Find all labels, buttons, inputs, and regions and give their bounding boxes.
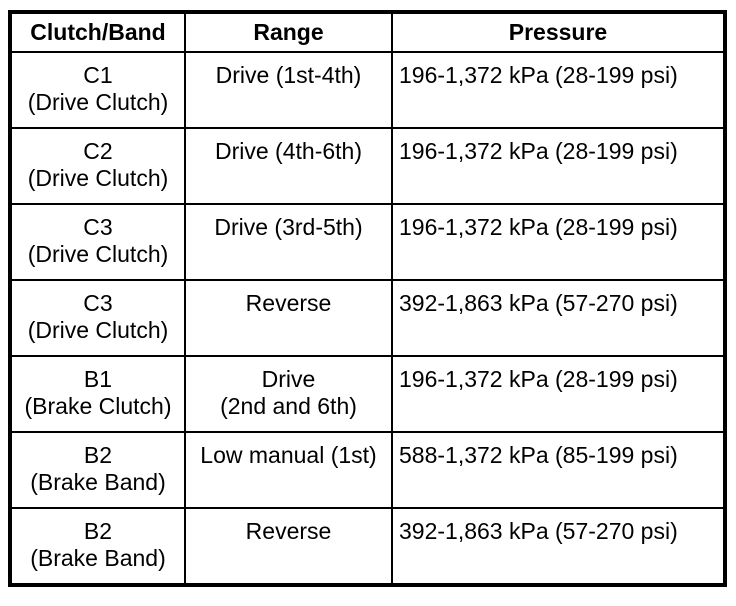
table-row: B2 (Brake Band) Reverse 392-1,863 kPa (5… xyxy=(9,507,726,586)
clutch-cell: B1 (Brake Clutch) xyxy=(9,355,186,433)
column-header-clutch-band: Clutch/Band xyxy=(9,11,186,53)
pressure-cell: 392-1,863 kPa (57-270 psi) xyxy=(391,279,726,357)
clutch-cell: C2 (Drive Clutch) xyxy=(9,127,186,205)
clutch-cell: C3 (Drive Clutch) xyxy=(9,279,186,357)
pressure-cell: 196-1,372 kPa (28-199 psi) xyxy=(391,355,726,433)
table-row: C2 (Drive Clutch) Drive (4th-6th) 196-1,… xyxy=(9,127,726,205)
table-row: B1 (Brake Clutch) Drive (2nd and 6th) 19… xyxy=(9,355,726,433)
range-cell: Drive (3rd-5th) xyxy=(184,203,393,281)
table-row: C1 (Drive Clutch) Drive (1st-4th) 196-1,… xyxy=(9,51,726,129)
range-cell: Drive (1st-4th) xyxy=(184,51,393,129)
range-cell: Low manual (1st) xyxy=(184,431,393,509)
clutch-cell: B2 (Brake Band) xyxy=(9,507,186,586)
range-cell: Reverse xyxy=(184,507,393,586)
table-header-row: Clutch/Band Range Pressure xyxy=(9,11,726,53)
clutch-cell: B2 (Brake Band) xyxy=(9,431,186,509)
range-cell: Drive (2nd and 6th) xyxy=(184,355,393,433)
table-row: C3 (Drive Clutch) Reverse 392-1,863 kPa … xyxy=(9,279,726,357)
range-cell: Drive (4th-6th) xyxy=(184,127,393,205)
clutch-cell: C3 (Drive Clutch) xyxy=(9,203,186,281)
pressure-cell: 588-1,372 kPa (85-199 psi) xyxy=(391,431,726,509)
clutch-pressure-spec-table: Clutch/Band Range Pressure C1 (Drive Clu… xyxy=(8,10,727,587)
pressure-cell: 196-1,372 kPa (28-199 psi) xyxy=(391,203,726,281)
table-row: B2 (Brake Band) Low manual (1st) 588-1,3… xyxy=(9,431,726,509)
clutch-cell: C1 (Drive Clutch) xyxy=(9,51,186,129)
column-header-range: Range xyxy=(184,11,393,53)
column-header-pressure: Pressure xyxy=(391,11,726,53)
pressure-cell: 196-1,372 kPa (28-199 psi) xyxy=(391,51,726,129)
table-row: C3 (Drive Clutch) Drive (3rd-5th) 196-1,… xyxy=(9,203,726,281)
pressure-cell: 196-1,372 kPa (28-199 psi) xyxy=(391,127,726,205)
pressure-cell: 392-1,863 kPa (57-270 psi) xyxy=(391,507,726,586)
table-body: C1 (Drive Clutch) Drive (1st-4th) 196-1,… xyxy=(9,51,726,586)
range-cell: Reverse xyxy=(184,279,393,357)
